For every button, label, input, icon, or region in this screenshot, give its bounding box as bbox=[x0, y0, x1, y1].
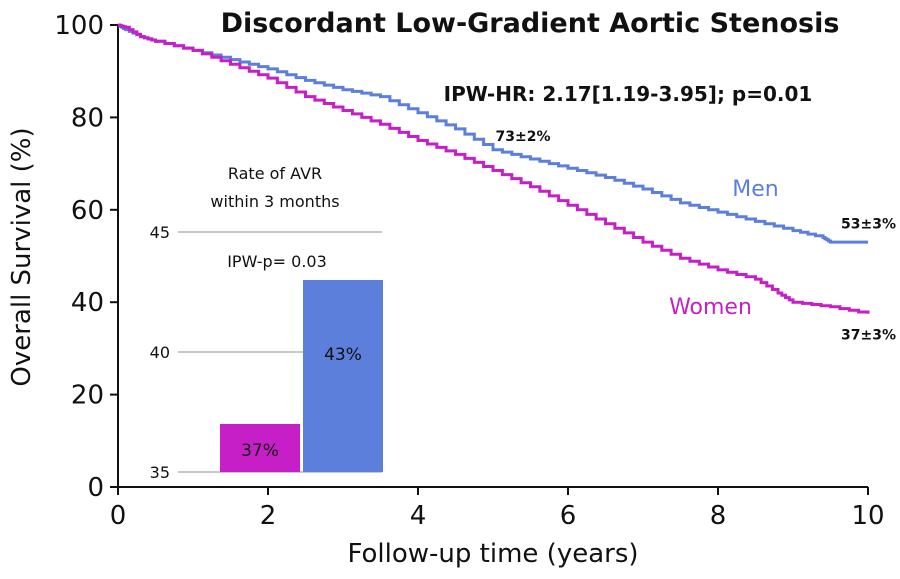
inset-tick-label: 40 bbox=[150, 343, 170, 362]
y-tick-label: 100 bbox=[54, 11, 104, 41]
inset-tick-label: 45 bbox=[150, 223, 170, 242]
point-label: 73±2% bbox=[496, 129, 551, 145]
x-tick-label: 6 bbox=[560, 501, 577, 531]
x-tick-label: 0 bbox=[110, 501, 127, 531]
y-tick-label: 20 bbox=[71, 381, 104, 411]
inset-bar-value-label: 43% bbox=[324, 345, 362, 365]
inset-title-line1: Rate of AVR bbox=[228, 164, 322, 183]
inset-bar-value-label: 37% bbox=[241, 441, 279, 461]
y-axis-label: Overall Survival (%) bbox=[7, 127, 37, 386]
avr-rate-inset: Rate of AVR within 3 months IPW-p= 0.03 … bbox=[150, 164, 383, 482]
x-tick-label: 2 bbox=[260, 501, 277, 531]
y-tick-label: 60 bbox=[71, 196, 104, 226]
x-tick-label: 4 bbox=[410, 501, 427, 531]
point-label: 53±3% bbox=[841, 217, 896, 233]
inset-bar-men bbox=[303, 280, 383, 472]
inset-title-line2: within 3 months bbox=[210, 192, 339, 211]
y-tick-label: 40 bbox=[71, 288, 104, 318]
inset-bar-women bbox=[220, 424, 300, 472]
series-label-men: Men bbox=[732, 177, 778, 202]
y-tick-label: 0 bbox=[87, 473, 104, 503]
x-tick-label: 10 bbox=[851, 501, 884, 531]
x-tick-label: 8 bbox=[710, 501, 727, 531]
inset-p-value: IPW-p= 0.03 bbox=[227, 252, 327, 271]
inset-tick-label: 35 bbox=[150, 463, 170, 482]
series-label-women: Women bbox=[669, 295, 752, 320]
y-tick-label: 80 bbox=[71, 103, 104, 133]
point-label: 37±3% bbox=[841, 328, 896, 344]
hr-annotation: IPW-HR: 2.17[1.19-3.95]; p=0.01 bbox=[444, 82, 813, 106]
survival-curve-women bbox=[118, 23, 870, 314]
x-axis-label: Follow-up time (years) bbox=[347, 539, 638, 569]
chart-title: Discordant Low-Gradient Aortic Stenosis bbox=[221, 8, 840, 39]
